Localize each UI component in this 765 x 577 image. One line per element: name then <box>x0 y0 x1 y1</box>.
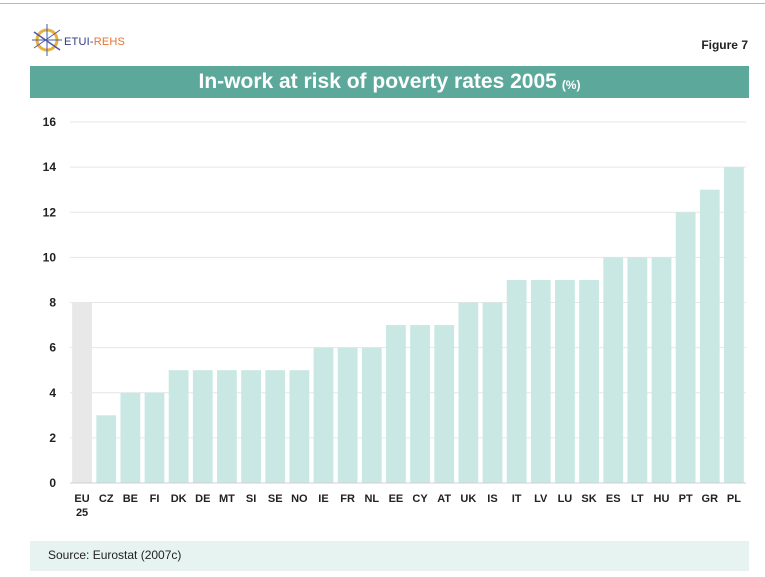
x-tick-label: AT <box>437 493 451 505</box>
bar <box>555 279 575 483</box>
x-tick-label: FI <box>150 493 160 505</box>
x-tick-label: GR <box>702 493 719 505</box>
bar <box>530 279 551 483</box>
x-tick-label: IT <box>512 493 522 505</box>
bar <box>217 370 237 483</box>
x-tick-label: CZ <box>99 493 114 505</box>
bar <box>699 189 720 483</box>
chart-title: In-work at risk of poverty rates 2005 <box>198 70 557 93</box>
y-tick-label: 4 <box>49 386 56 400</box>
x-tick-label: CY <box>412 493 428 505</box>
bar <box>120 392 141 483</box>
y-tick-label: 16 <box>43 115 57 129</box>
logo-text-rehs: REHS <box>93 36 126 48</box>
bar <box>96 415 117 483</box>
chart-title-unit: (%) <box>561 78 581 92</box>
x-tick-label: UK <box>460 493 476 505</box>
logo-wordmark: ETUI-REHS <box>64 36 125 48</box>
x-tick-label: ES <box>606 493 621 505</box>
bar <box>361 347 382 483</box>
bar <box>627 257 648 483</box>
x-tick-label: DK <box>171 493 187 505</box>
figure-label: Figure 7 <box>701 38 748 52</box>
x-tick-label: PT <box>679 493 693 505</box>
x-tick-label: EU <box>74 493 89 505</box>
logo-emblem-icon <box>32 24 62 56</box>
y-tick-label: 14 <box>43 160 57 174</box>
x-tick-label: IS <box>487 493 497 505</box>
bar <box>410 325 430 483</box>
bar <box>168 370 189 483</box>
source-box: Source: Eurostat (2007c) <box>30 541 749 571</box>
y-tick-label: 10 <box>43 250 57 264</box>
bar <box>579 279 599 483</box>
x-tick-label: PL <box>727 493 741 505</box>
top-divider <box>0 3 765 4</box>
x-tick-label: SI <box>246 493 256 505</box>
bar <box>289 370 310 483</box>
bar <box>603 257 624 483</box>
bar <box>458 302 479 483</box>
bar <box>265 370 286 483</box>
bar <box>386 325 406 483</box>
x-tick-label: NL <box>364 493 379 505</box>
bar-chart: 0 2 4 6 8 10 12 14 16 EU 25 CZ BE FI DK DE MT SI SE NO IE FR N… <box>43 115 746 519</box>
y-tick-label: 0 <box>49 476 56 490</box>
x-tick-label: LV <box>534 493 548 505</box>
x-tick-label: LT <box>631 493 644 505</box>
source-note: Source: Eurostat (2007c) <box>48 548 182 562</box>
logo-text-etui: ETUI- <box>64 36 94 48</box>
bar <box>724 167 744 483</box>
x-tick-label: DE <box>195 493 210 505</box>
bar <box>144 392 165 483</box>
x-tick-label: SK <box>581 493 596 505</box>
y-tick-label: 12 <box>43 205 57 219</box>
etui-rehs-logo: ETUI-REHS <box>30 22 160 58</box>
x-tick-label: SE <box>268 493 283 505</box>
x-tick-label: IE <box>318 493 328 505</box>
chart-title-banner: In-work at risk of poverty rates 2005 (%… <box>30 66 749 98</box>
bar <box>192 370 213 483</box>
bar <box>482 302 503 483</box>
bar <box>241 370 261 483</box>
bar <box>72 302 92 483</box>
x-tick-label: 25 <box>76 507 88 519</box>
y-tick-label: 6 <box>49 341 56 355</box>
x-tick-label: NO <box>291 493 308 505</box>
bar <box>337 347 358 483</box>
x-tick-label: BE <box>123 493 138 505</box>
bar <box>506 279 527 483</box>
x-tick-label: FR <box>340 493 355 505</box>
bar <box>313 347 334 483</box>
x-tick-label: MT <box>219 493 235 505</box>
y-tick-label: 8 <box>49 296 56 310</box>
y-tick-label: 2 <box>49 431 56 445</box>
x-tick-label: LU <box>558 493 573 505</box>
bar <box>651 257 672 483</box>
chart-area: 0 2 4 6 8 10 12 14 16 EU 25 CZ BE FI DK DE MT SI SE NO IE FR N… <box>0 100 765 540</box>
bar <box>675 212 696 483</box>
bar <box>434 325 455 483</box>
x-tick-label: HU <box>654 493 670 505</box>
x-tick-label: EE <box>389 493 404 505</box>
